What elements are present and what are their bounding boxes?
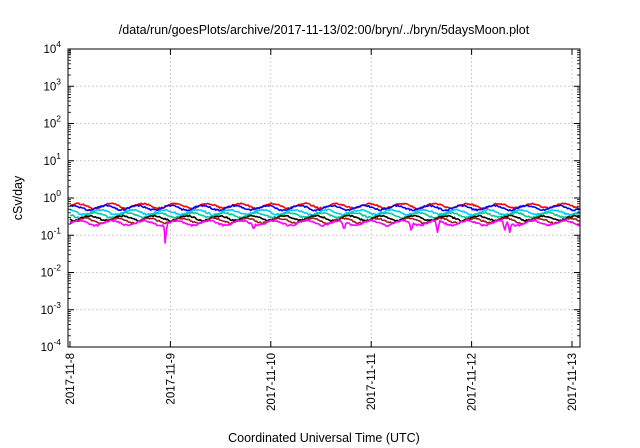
x-axis-label: Coordinated Universal Time (UTC) [228,431,420,445]
y-tick-base: 10 [43,81,56,93]
y-tick-base: 10 [41,305,54,317]
series-line [69,208,580,217]
y-tick-exponent: 1 [56,151,61,161]
series-group [69,202,581,244]
x-tick-label: 2017-11-9 [165,353,177,405]
y-axis-label: cSv/day [11,175,25,220]
y-tick-label: 100 [43,188,61,205]
series-line [69,211,580,220]
y-tick-base: 10 [41,342,54,354]
y-tick-base: 10 [43,119,56,131]
y-tick-base: 10 [43,193,56,205]
series-line [69,204,581,212]
y-tick-exponent: -4 [53,337,61,347]
y-tick-base: 10 [41,230,54,242]
y-tick-exponent: -3 [53,300,61,310]
y-tick-exponent: 2 [56,114,61,124]
y-tick-label: 10-4 [41,337,62,354]
x-tick-label: 2017-11-8 [65,353,77,405]
y-tick-base: 10 [43,156,56,168]
x-tick-label: 2017-11-12 [467,353,479,411]
y-tick-base: 10 [41,268,54,280]
x-tick-label: 2017-11-13 [567,353,579,411]
y-tick-exponent: 3 [56,76,61,86]
y-tick-label: 10-2 [41,263,62,280]
y-tick-label: 10-3 [41,300,62,317]
y-tick-exponent: 0 [56,188,61,198]
y-tick-label: 10-1 [41,225,62,242]
grid [68,49,580,347]
y-tick-label: 101 [43,151,61,168]
y-tick-label: 103 [43,76,61,93]
ticks: 10-410-310-210-11001011021031042017-11-8… [41,39,580,411]
chart-title: /data/run/goesPlots/archive/2017-11-13/0… [119,23,530,37]
series-line [69,219,580,244]
y-tick-label: 104 [43,39,61,56]
x-tick-label: 2017-11-11 [366,353,378,410]
y-tick-exponent: -2 [53,263,61,273]
y-tick-exponent: -1 [53,225,61,235]
y-tick-exponent: 4 [56,39,61,49]
y-tick-base: 10 [43,44,56,56]
x-tick-label: 2017-11-10 [266,353,278,411]
y-tick-label: 102 [43,114,61,131]
